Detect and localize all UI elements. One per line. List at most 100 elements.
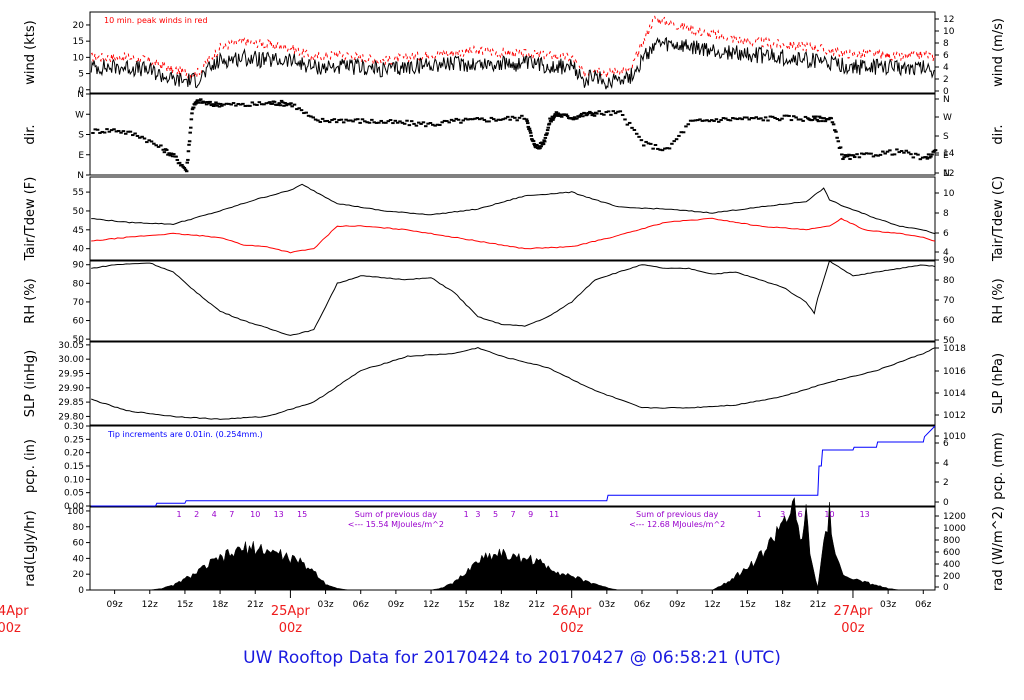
data-point: [836, 140, 841, 143]
x-tick-label: 03z: [599, 600, 615, 610]
data-point: [747, 118, 751, 121]
data-point: [154, 144, 158, 147]
data-point: [526, 125, 531, 128]
data-point: [165, 148, 169, 151]
data-point: [705, 119, 709, 122]
data-point: [438, 123, 442, 126]
left-tick-label: 80: [73, 523, 85, 533]
data-point: [752, 117, 756, 120]
data-point: [487, 120, 491, 123]
solar-hour-label: 3: [780, 510, 785, 519]
data-point: [924, 156, 928, 159]
daily-sum-label: Sum of previous day: [636, 510, 718, 519]
data-point: [284, 104, 289, 107]
data-point: [496, 118, 501, 121]
left-tick-label: N: [77, 171, 84, 181]
left-tick-label: 0: [78, 586, 84, 596]
data-point: [384, 121, 388, 124]
right-tick-label: 50: [943, 336, 955, 346]
data-point: [575, 117, 579, 120]
data-point: [554, 113, 558, 116]
left-tick-label: S: [78, 131, 84, 141]
data-point: [379, 119, 383, 122]
data-point: [749, 117, 754, 120]
data-point: [639, 139, 644, 142]
right-tick-label: 90: [943, 256, 955, 266]
data-point: [933, 149, 938, 152]
right-tick-label: N: [943, 95, 950, 105]
data-point: [370, 118, 374, 121]
y-axis-label-left: SLP (inHg): [23, 350, 38, 418]
right-tick-label: 1014: [943, 389, 966, 399]
data-point: [248, 104, 252, 107]
left-tick-label: 50: [73, 335, 85, 345]
data-point: [829, 117, 834, 120]
data-point: [156, 145, 161, 148]
data-point: [140, 135, 144, 138]
data-point: [409, 120, 414, 123]
left-tick-label: 0.05: [64, 489, 84, 499]
left-tick-label: 70: [73, 298, 85, 308]
left-tick-label: 20: [73, 570, 85, 580]
data-point: [909, 153, 913, 156]
left-tick-label: E: [78, 151, 84, 161]
x-tick-label: 06z: [915, 600, 931, 610]
data-point: [272, 100, 277, 103]
data-point: [867, 152, 871, 155]
data-point: [213, 103, 217, 106]
x-tick-label: 15z: [739, 600, 755, 610]
data-point: [105, 128, 109, 131]
data-point: [684, 125, 688, 128]
data-point: [190, 108, 195, 111]
data-point: [196, 101, 201, 104]
date-label-time: 00z: [279, 621, 303, 636]
data-point: [424, 125, 428, 128]
data-point: [318, 120, 323, 123]
data-point: [549, 120, 553, 123]
data-point: [625, 123, 630, 126]
data-point: [449, 118, 454, 121]
data-point: [813, 117, 817, 120]
data-point: [320, 117, 325, 120]
right-tick-label: 6: [943, 439, 949, 449]
right-tick-label: 200: [943, 572, 960, 582]
left-tick-label: 5: [78, 70, 84, 80]
data-point: [250, 101, 255, 104]
data-point: [339, 118, 344, 121]
panel-frame: [89, 260, 936, 342]
data-point: [876, 154, 880, 157]
date-label-day: 25Apr: [271, 604, 311, 619]
data-point: [334, 121, 339, 124]
data-point: [200, 101, 204, 104]
data-point: [916, 153, 920, 156]
data-point: [363, 120, 367, 123]
data-point: [351, 120, 355, 123]
right-tick-label: 8: [943, 209, 949, 219]
solar-hour-label: 15: [297, 510, 307, 519]
data-point: [789, 119, 794, 122]
data-point: [93, 128, 98, 131]
data-point: [550, 115, 555, 118]
data-point: [731, 117, 735, 120]
data-point: [542, 139, 546, 142]
panel-tair_tdew: 40 45 50 55 4 6 8 10 12 14 Tair/Tdew (F) Tair/Tdew …: [23, 149, 1006, 262]
data-point: [814, 115, 818, 118]
data-point: [277, 102, 282, 105]
data-point: [548, 117, 552, 120]
left-tick-label: 20: [73, 21, 85, 31]
data-point: [925, 157, 930, 160]
data-point: [91, 131, 95, 134]
data-point: [297, 107, 301, 110]
date-label-day: 27Apr: [833, 604, 873, 619]
data-point: [255, 103, 259, 106]
data-point: [728, 119, 733, 122]
daily-sum-value: <--- 12.68 MJoules/m^2: [629, 520, 725, 529]
data-point: [686, 123, 691, 126]
data-point: [121, 130, 126, 133]
data-point: [217, 105, 222, 108]
data-point: [175, 158, 180, 161]
data-point: [927, 156, 932, 159]
data-point: [815, 118, 819, 121]
data-point: [535, 144, 539, 147]
